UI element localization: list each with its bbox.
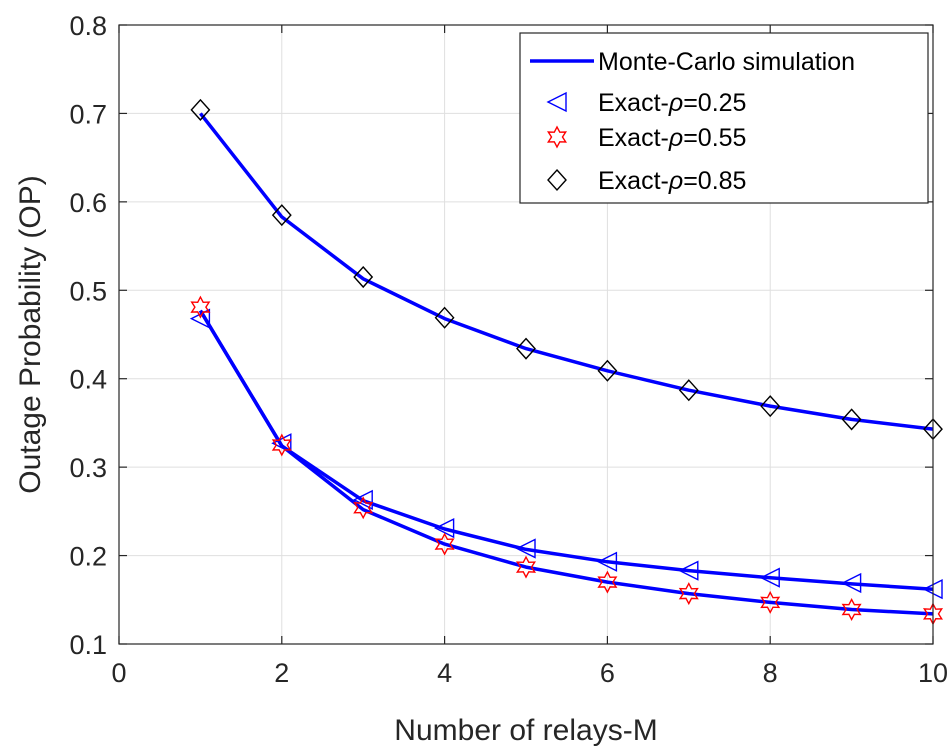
exact-markers <box>189 98 944 626</box>
y-axis-title: Outage Probability (OP) <box>14 175 47 493</box>
marker-hexagram-point <box>190 295 211 319</box>
legend-label-monte-carlo: Monte-Carlo simulation <box>598 48 855 76</box>
marker-hexagram-point <box>678 582 699 606</box>
y-tick-label: 0.4 <box>69 365 107 395</box>
y-tick-label: 0.7 <box>69 99 107 129</box>
legend-label-rho-025: Exact-ρ=0.25 <box>598 89 746 117</box>
marker-triangle-left-point <box>189 308 211 329</box>
simulation-curve-3 <box>199 112 934 431</box>
marker-hexagram-point <box>271 433 292 457</box>
legend-value-rho-025: =0.25 <box>683 89 746 117</box>
marker-triangle-left-point <box>271 433 292 454</box>
marker-diamond-point <box>841 408 862 431</box>
x-tick-label: 8 <box>763 658 778 688</box>
y-tick-label: 0.1 <box>69 630 107 660</box>
x-tick-label: 6 <box>600 658 615 688</box>
simulation-curve-1 <box>198 309 934 591</box>
legend-rho-symbol-055: ρ <box>668 124 683 152</box>
x-axis-title: Number of relays-M <box>394 714 657 747</box>
marker-triangle-left-point <box>515 538 536 559</box>
legend-marker-rho-025 <box>546 91 567 113</box>
legend-label-rho-085: Exact-ρ=0.85 <box>598 167 746 195</box>
y-tick-label: 0.8 <box>69 11 107 41</box>
x-tick-label: 10 <box>918 658 948 688</box>
legend-value-rho-085: =0.85 <box>683 167 746 195</box>
marker-triangle-left-point <box>596 551 618 572</box>
legend-prefix-rho-025: Exact- <box>598 89 669 117</box>
marker-diamond-point <box>271 204 292 227</box>
marker-diamond-point <box>434 306 455 329</box>
legend-marker-rho-055 <box>546 125 568 149</box>
y-tick-label: 0.5 <box>69 276 107 306</box>
marker-triangle-left-point <box>678 560 699 581</box>
marker-hexagram-point <box>597 570 618 594</box>
axes-box <box>118 24 934 645</box>
marker-hexagram-point <box>515 555 537 579</box>
y-tick-label: 0.2 <box>69 542 107 572</box>
marker-diamond-point <box>353 265 374 289</box>
marker-triangle-left-point <box>841 572 862 594</box>
legend-prefix-rho-085: Exact- <box>598 167 669 195</box>
marker-diamond-point <box>190 98 211 121</box>
legend-marker-rho-085 <box>547 168 567 192</box>
x-tick-label: 0 <box>111 658 126 688</box>
marker-diamond-point <box>678 379 699 402</box>
marker-hexagram-point <box>760 590 781 614</box>
marker-diamond-point <box>760 395 781 418</box>
marker-diamond-point <box>597 359 618 382</box>
legend-value-rho-055: =0.55 <box>683 124 746 152</box>
marker-triangle-left-point <box>759 567 780 588</box>
marker-diamond-point <box>516 337 536 360</box>
marker-hexagram-point <box>841 598 862 621</box>
simulation-curve-2 <box>198 309 934 616</box>
x-tick-label: 4 <box>437 658 452 688</box>
x-tick-label: 2 <box>274 658 289 688</box>
y-tick-label: 0.3 <box>69 453 107 483</box>
axis-ticks: 0 2 4 6 8 10 0.1 0.2 0.3 0.4 0.5 0.6 0.7 0.8 <box>69 11 948 688</box>
legend-rho-symbol-025: ρ <box>668 89 683 117</box>
marker-hexagram-point <box>353 496 374 520</box>
legend: Monte-Carlo simulation Exact-ρ=0.25 Exac… <box>519 32 929 204</box>
legend-label-rho-055: Exact-ρ=0.55 <box>598 124 746 152</box>
y-tick-label: 0.6 <box>69 188 107 218</box>
marker-triangle-left-point <box>352 489 373 510</box>
simulation-curves <box>198 112 934 616</box>
marker-hexagram-point <box>434 532 455 556</box>
legend-rho-symbol-085: ρ <box>668 167 683 195</box>
legend-prefix-rho-055: Exact- <box>598 124 669 152</box>
